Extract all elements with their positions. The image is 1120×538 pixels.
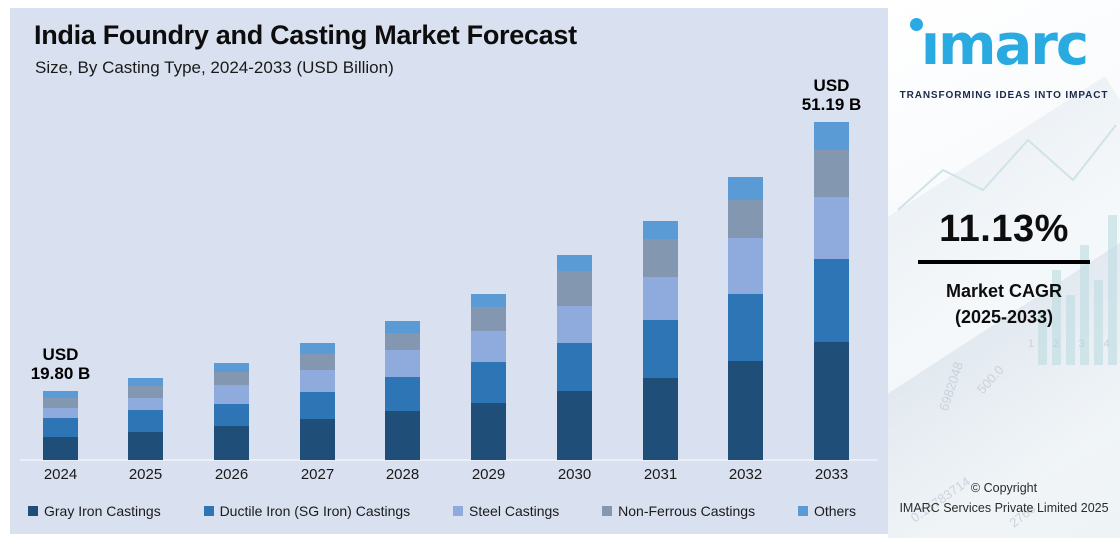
bar-segment-non-ferrous-castings-2029	[471, 307, 506, 331]
bar-segment-gray-iron-castings-2033	[814, 342, 849, 460]
cagr-block: 11.13% Market CAGR (2025-2033)	[888, 208, 1120, 330]
x-axis-label-2028: 2028	[385, 466, 420, 483]
copyright: © Copyright IMARC Services Private Limit…	[888, 479, 1120, 518]
bar-segment-others-2033	[814, 122, 849, 150]
chart-title: India Foundry and Casting Market Forecas…	[34, 20, 577, 50]
x-axis-baseline	[20, 459, 878, 461]
x-axis-label-2030: 2030	[557, 466, 592, 483]
bar-segment-steel-castings-2032	[728, 238, 763, 294]
legend-label: Steel Castings	[469, 503, 560, 519]
bar-segment-gray-iron-castings-2031	[643, 378, 678, 460]
bar-segment-ductile-iron-sg-iron-castings-2024	[43, 418, 78, 437]
bar-segment-gray-iron-castings-2029	[471, 403, 506, 460]
legend-item-ductile-iron-sg-iron-castings: Ductile Iron (SG Iron) Castings	[203, 503, 411, 519]
cagr-label: Market CAGR	[945, 281, 1063, 301]
x-axis-label-2029: 2029	[471, 466, 506, 483]
cagr-underline	[918, 260, 1090, 264]
imarc-logo: ımarc	[888, 6, 1120, 86]
cagr-value: 11.13%	[939, 208, 1069, 250]
legend-label: Non-Ferrous Castings	[618, 503, 756, 519]
bar-segment-steel-castings-2029	[471, 331, 506, 362]
cagr-period: (2025-2033)	[954, 307, 1054, 327]
x-axis-label-2026: 2026	[214, 466, 249, 483]
chart-subtitle: Size, By Casting Type, 2024-2033 (USD Bi…	[35, 58, 394, 77]
bar-segment-ductile-iron-sg-iron-castings-2028	[385, 377, 420, 411]
legend-swatch-icon	[602, 506, 613, 516]
bar-segment-ductile-iron-sg-iron-castings-2032	[728, 294, 763, 361]
x-axis-label-2027: 2027	[300, 466, 335, 483]
watermark-number: 1 2 3 4	[1028, 338, 1118, 350]
brand-sidebar: 500.0 6982048 0.15783714 2768 1 2 3 4 ım…	[888, 0, 1120, 538]
bar-segment-non-ferrous-castings-2031	[643, 239, 678, 277]
bar-segment-non-ferrous-castings-2032	[728, 200, 763, 238]
bar-segment-steel-castings-2025	[128, 398, 163, 410]
logo-tagline: TRANSFORMING IDEAS INTO IMPACT	[899, 90, 1109, 101]
bar-segment-non-ferrous-castings-2028	[385, 333, 420, 350]
bar-segment-others-2032	[728, 177, 763, 200]
x-axis-label-2033: 2033	[814, 466, 849, 483]
bar-segment-others-2024	[43, 391, 78, 398]
copyright-line1: © Copyright	[970, 481, 1038, 496]
legend-item-others: Others	[797, 503, 856, 519]
bar-segment-steel-castings-2031	[643, 277, 678, 320]
bar-segment-non-ferrous-castings-2026	[214, 372, 249, 385]
bar-segment-gray-iron-castings-2030	[557, 391, 592, 460]
legend-swatch-icon	[797, 506, 808, 516]
watermark-bar-chart	[1038, 205, 1120, 365]
bar-segment-ductile-iron-sg-iron-castings-2029	[471, 362, 506, 403]
bar-segment-ductile-iron-sg-iron-castings-2025	[128, 410, 163, 432]
bar-segment-non-ferrous-castings-2025	[128, 386, 163, 398]
bar-segment-others-2025	[128, 378, 163, 386]
bar-segment-ductile-iron-sg-iron-castings-2030	[557, 343, 592, 391]
bar-segment-steel-castings-2024	[43, 408, 78, 418]
legend-item-steel-castings: Steel Castings	[453, 503, 559, 519]
bar-segment-gray-iron-castings-2025	[128, 432, 163, 460]
bar-segment-non-ferrous-castings-2024	[43, 398, 78, 408]
bar-segment-others-2028	[385, 321, 420, 333]
bar-segment-steel-castings-2026	[214, 385, 249, 404]
bar-segment-others-2027	[300, 343, 335, 354]
legend-label: Ductile Iron (SG Iron) Castings	[219, 503, 411, 519]
bar-segment-gray-iron-castings-2028	[385, 411, 420, 460]
legend-label: Gray Iron Castings	[44, 503, 161, 519]
bar-segment-ductile-iron-sg-iron-castings-2026	[214, 404, 249, 426]
bar-segment-ductile-iron-sg-iron-castings-2033	[814, 259, 849, 342]
bar-segment-others-2031	[643, 221, 678, 239]
legend-swatch-icon	[28, 506, 38, 516]
x-axis-label-2025: 2025	[128, 466, 163, 483]
watermark-line-chart	[897, 124, 1117, 211]
bar-segment-gray-iron-castings-2026	[214, 426, 249, 460]
x-axis-label-2024: 2024	[43, 466, 78, 483]
logo-text: ımarc	[920, 13, 1089, 78]
copyright-line2: IMARC Services Private Limited 2025	[899, 500, 1109, 515]
bar-segment-others-2026	[214, 363, 249, 372]
x-axis-label-2032: 2032	[728, 466, 763, 483]
logo-dot-icon	[910, 18, 923, 31]
bar-segment-non-ferrous-castings-2030	[557, 271, 592, 306]
value-annotation-2033: USD 51.19 B	[801, 76, 862, 114]
bar-segment-gray-iron-castings-2027	[300, 419, 335, 460]
bar-segment-gray-iron-castings-2024	[43, 437, 78, 460]
legend-label: Others	[813, 503, 856, 519]
legend-item-gray-iron-castings: Gray Iron Castings	[28, 503, 161, 519]
bar-segment-non-ferrous-castings-2033	[814, 150, 849, 197]
legend-item-non-ferrous-castings: Non-Ferrous Castings	[602, 503, 755, 519]
bar-segment-ductile-iron-sg-iron-castings-2031	[643, 320, 678, 378]
legend: Gray Iron Castings Ductile Iron (SG Iron)…	[28, 503, 856, 519]
bar-segment-steel-castings-2033	[814, 197, 849, 259]
value-annotation-2024: USD 19.80 B	[30, 345, 91, 383]
bar-segment-steel-castings-2027	[300, 370, 335, 392]
bar-segment-ductile-iron-sg-iron-castings-2027	[300, 392, 335, 419]
x-axis-label-2031: 2031	[643, 466, 678, 483]
bar-segment-non-ferrous-castings-2027	[300, 354, 335, 370]
legend-swatch-icon	[453, 506, 464, 516]
bar-segment-steel-castings-2028	[385, 350, 420, 377]
bar-segment-others-2030	[557, 255, 592, 271]
legend-swatch-icon	[203, 506, 214, 516]
bar-segment-gray-iron-castings-2032	[728, 361, 763, 460]
bar-segment-others-2029	[471, 294, 506, 307]
bar-segment-steel-castings-2030	[557, 306, 592, 343]
